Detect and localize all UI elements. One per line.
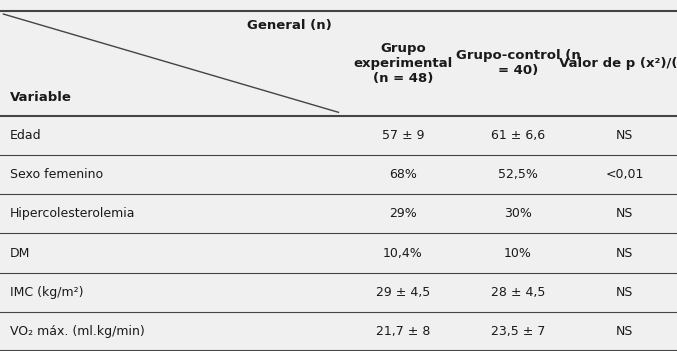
Text: 52,5%: 52,5% bbox=[498, 168, 538, 181]
Text: 23,5 ± 7: 23,5 ± 7 bbox=[491, 325, 545, 338]
Text: NS: NS bbox=[616, 129, 633, 142]
Text: General (n): General (n) bbox=[247, 19, 332, 32]
Text: <0,01: <0,01 bbox=[605, 168, 644, 181]
Text: 29%: 29% bbox=[389, 207, 416, 220]
Text: Grupo-control (n
= 40): Grupo-control (n = 40) bbox=[456, 49, 580, 77]
Text: Valor de p (x²)/(t): Valor de p (x²)/(t) bbox=[559, 57, 677, 70]
Text: 61 ± 6,6: 61 ± 6,6 bbox=[491, 129, 545, 142]
Text: Hipercolesterolemia: Hipercolesterolemia bbox=[10, 207, 135, 220]
Text: NS: NS bbox=[616, 246, 633, 259]
Text: 29 ± 4,5: 29 ± 4,5 bbox=[376, 286, 430, 299]
Text: NS: NS bbox=[616, 207, 633, 220]
Text: VO₂ máx. (ml.kg/min): VO₂ máx. (ml.kg/min) bbox=[10, 325, 145, 338]
Text: DM: DM bbox=[10, 246, 30, 259]
Text: Edad: Edad bbox=[10, 129, 42, 142]
Text: Sexo femenino: Sexo femenino bbox=[10, 168, 104, 181]
Text: 30%: 30% bbox=[504, 207, 532, 220]
Text: 28 ± 4,5: 28 ± 4,5 bbox=[491, 286, 545, 299]
Text: 57 ± 9: 57 ± 9 bbox=[382, 129, 424, 142]
Text: NS: NS bbox=[616, 286, 633, 299]
Text: Grupo
experimental
(n = 48): Grupo experimental (n = 48) bbox=[353, 42, 452, 85]
Text: NS: NS bbox=[616, 325, 633, 338]
Text: Variable: Variable bbox=[10, 91, 72, 104]
Text: 10,4%: 10,4% bbox=[383, 246, 422, 259]
Text: IMC (kg/m²): IMC (kg/m²) bbox=[10, 286, 84, 299]
Text: 21,7 ± 8: 21,7 ± 8 bbox=[376, 325, 430, 338]
Text: 68%: 68% bbox=[389, 168, 417, 181]
Text: 10%: 10% bbox=[504, 246, 532, 259]
